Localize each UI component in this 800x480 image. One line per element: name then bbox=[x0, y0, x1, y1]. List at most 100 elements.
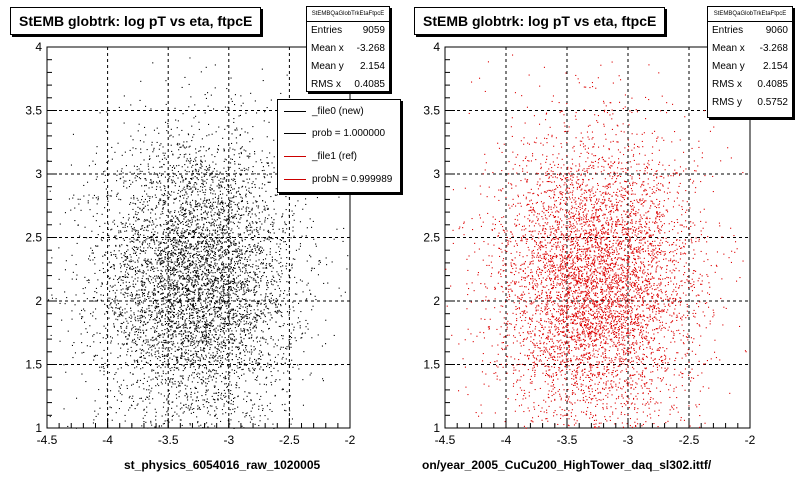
scatter-point bbox=[235, 289, 237, 291]
scatter-point bbox=[289, 343, 291, 345]
scatter-point bbox=[260, 280, 262, 282]
scatter-point bbox=[192, 337, 194, 339]
scatter-point bbox=[143, 281, 145, 283]
scatter-point bbox=[230, 280, 232, 282]
scatter-point bbox=[310, 256, 312, 258]
scatter-point bbox=[137, 310, 139, 312]
scatter-point bbox=[202, 256, 204, 258]
scatter-point bbox=[178, 384, 180, 386]
scatter-point bbox=[125, 336, 127, 338]
scatter-point bbox=[218, 174, 220, 176]
scatter-point bbox=[190, 211, 192, 213]
scatter-point bbox=[184, 237, 186, 239]
scatter-point bbox=[176, 367, 178, 369]
scatter-point bbox=[172, 314, 174, 316]
scatter-point bbox=[177, 264, 179, 266]
scatter-point bbox=[152, 293, 154, 295]
scatter-point bbox=[180, 146, 182, 148]
scatter-point bbox=[207, 341, 209, 343]
scatter-point bbox=[151, 344, 153, 346]
scatter-point bbox=[166, 273, 168, 275]
scatter-point bbox=[198, 406, 200, 408]
scatter-point bbox=[253, 369, 255, 371]
scatter-point bbox=[178, 262, 180, 264]
scatter-point bbox=[227, 251, 229, 253]
scatter-point bbox=[295, 249, 297, 251]
scatter-point bbox=[129, 203, 131, 205]
scatter-point bbox=[268, 263, 270, 265]
scatter-point bbox=[262, 321, 264, 323]
scatter-point bbox=[251, 239, 253, 241]
scatter-point bbox=[201, 273, 203, 275]
scatter-point bbox=[194, 290, 196, 292]
scatter-point bbox=[108, 278, 110, 280]
scatter-point bbox=[179, 143, 181, 145]
scatter-point bbox=[245, 193, 247, 195]
scatter-point bbox=[157, 182, 159, 184]
scatter-point bbox=[192, 363, 194, 365]
scatter-point bbox=[281, 335, 283, 337]
scatter-point bbox=[201, 233, 203, 235]
scatter-point bbox=[260, 251, 262, 253]
scatter-point bbox=[181, 208, 183, 210]
scatter-point bbox=[135, 283, 137, 285]
scatter-point bbox=[195, 228, 197, 230]
scatter-point bbox=[144, 219, 146, 221]
scatter-point bbox=[207, 250, 209, 252]
scatter-point bbox=[120, 384, 122, 386]
scatter-point bbox=[139, 241, 141, 243]
scatter-point bbox=[153, 270, 155, 272]
scatter-point bbox=[160, 262, 162, 264]
scatter-point bbox=[228, 297, 230, 299]
scatter-point bbox=[255, 249, 257, 251]
scatter-point bbox=[157, 343, 159, 345]
scatter-point bbox=[216, 352, 218, 354]
scatter-point bbox=[273, 280, 275, 282]
scatter-point bbox=[126, 303, 128, 305]
scatter-point bbox=[223, 263, 225, 265]
scatter-point bbox=[188, 359, 190, 361]
scatter-point bbox=[236, 249, 238, 251]
scatter-point bbox=[169, 300, 171, 302]
scatter-point bbox=[219, 171, 221, 173]
scatter-point bbox=[236, 371, 238, 373]
scatter-point bbox=[214, 276, 216, 278]
scatter-point bbox=[247, 132, 249, 134]
scatter-point bbox=[243, 167, 245, 169]
scatter-point bbox=[213, 291, 215, 293]
scatter-point bbox=[99, 112, 101, 114]
scatter-point bbox=[279, 250, 281, 252]
scatter-point bbox=[224, 279, 226, 281]
scatter-point bbox=[135, 320, 137, 322]
scatter-point bbox=[226, 231, 228, 233]
scatter-point bbox=[322, 380, 324, 382]
scatter-point bbox=[141, 292, 143, 294]
scatter-point bbox=[212, 238, 214, 240]
scatter-point bbox=[134, 361, 136, 363]
scatter-point bbox=[139, 326, 141, 328]
scatter-point bbox=[188, 279, 190, 281]
scatter-point bbox=[186, 327, 188, 329]
scatter-point bbox=[202, 184, 204, 186]
scatter-point bbox=[213, 267, 215, 269]
scatter-point bbox=[214, 263, 216, 265]
scatter-point bbox=[172, 273, 174, 275]
scatter-point bbox=[129, 241, 131, 243]
scatter-point bbox=[113, 314, 115, 316]
scatter-point bbox=[204, 262, 206, 264]
scatter-point bbox=[285, 358, 287, 360]
scatter-point bbox=[274, 259, 276, 261]
scatter-point bbox=[156, 181, 158, 183]
scatter-point bbox=[170, 334, 172, 336]
scatter-point bbox=[105, 395, 107, 397]
scatter-point bbox=[270, 176, 272, 178]
scatter-point bbox=[152, 209, 154, 211]
scatter-point bbox=[208, 254, 210, 256]
scatter-point bbox=[174, 237, 176, 239]
scatter-point bbox=[145, 286, 147, 288]
scatter-point bbox=[223, 289, 225, 291]
scatter-point bbox=[186, 397, 188, 399]
scatter-point bbox=[206, 398, 208, 400]
scatter-point bbox=[177, 285, 179, 287]
scatter-point bbox=[216, 263, 218, 265]
